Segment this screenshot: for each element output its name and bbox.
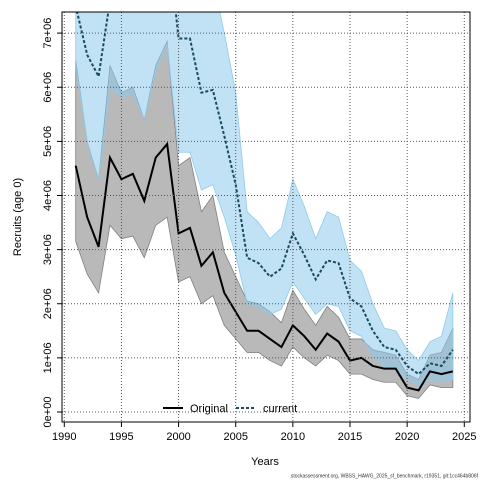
x-tick-label: 2005 [223, 431, 247, 443]
x-tick-label: 2000 [166, 431, 190, 443]
series-line [76, 12, 454, 376]
y-tick-label: 0e+00 [42, 397, 54, 428]
plot-area [74, 12, 454, 399]
y-tick-label: 3e+06 [42, 234, 54, 265]
x-tick-label: 2015 [338, 431, 362, 443]
y-tick-label: 6e+06 [42, 72, 54, 103]
y-tick-label: 2e+06 [42, 288, 54, 319]
y-tick-label: 7e+06 [42, 18, 54, 49]
legend-label: current [263, 403, 297, 415]
y-axis-label: Recruits (age 0) [12, 178, 24, 256]
x-axis-label: Years [251, 456, 279, 468]
x-tick-label: 1995 [109, 431, 133, 443]
plot-frame [61, 11, 471, 423]
x-tick-label: 2010 [281, 431, 305, 443]
legend-label: Original [190, 403, 228, 415]
footer: stockassessment.org, WBSS_HAWG_2025_sf_b… [291, 473, 479, 479]
y-tick-label: 1e+06 [42, 342, 54, 373]
x-tick-label: 2020 [395, 431, 419, 443]
confidence-band [75, 39, 454, 399]
y-tick-label: 4e+06 [42, 180, 54, 211]
series-line [74, 141, 454, 392]
x-tick-label: 1990 [52, 431, 76, 443]
confidence-band [75, 12, 454, 386]
y-tick-label: 5e+06 [42, 126, 54, 157]
x-tick-label: 2025 [452, 431, 476, 443]
